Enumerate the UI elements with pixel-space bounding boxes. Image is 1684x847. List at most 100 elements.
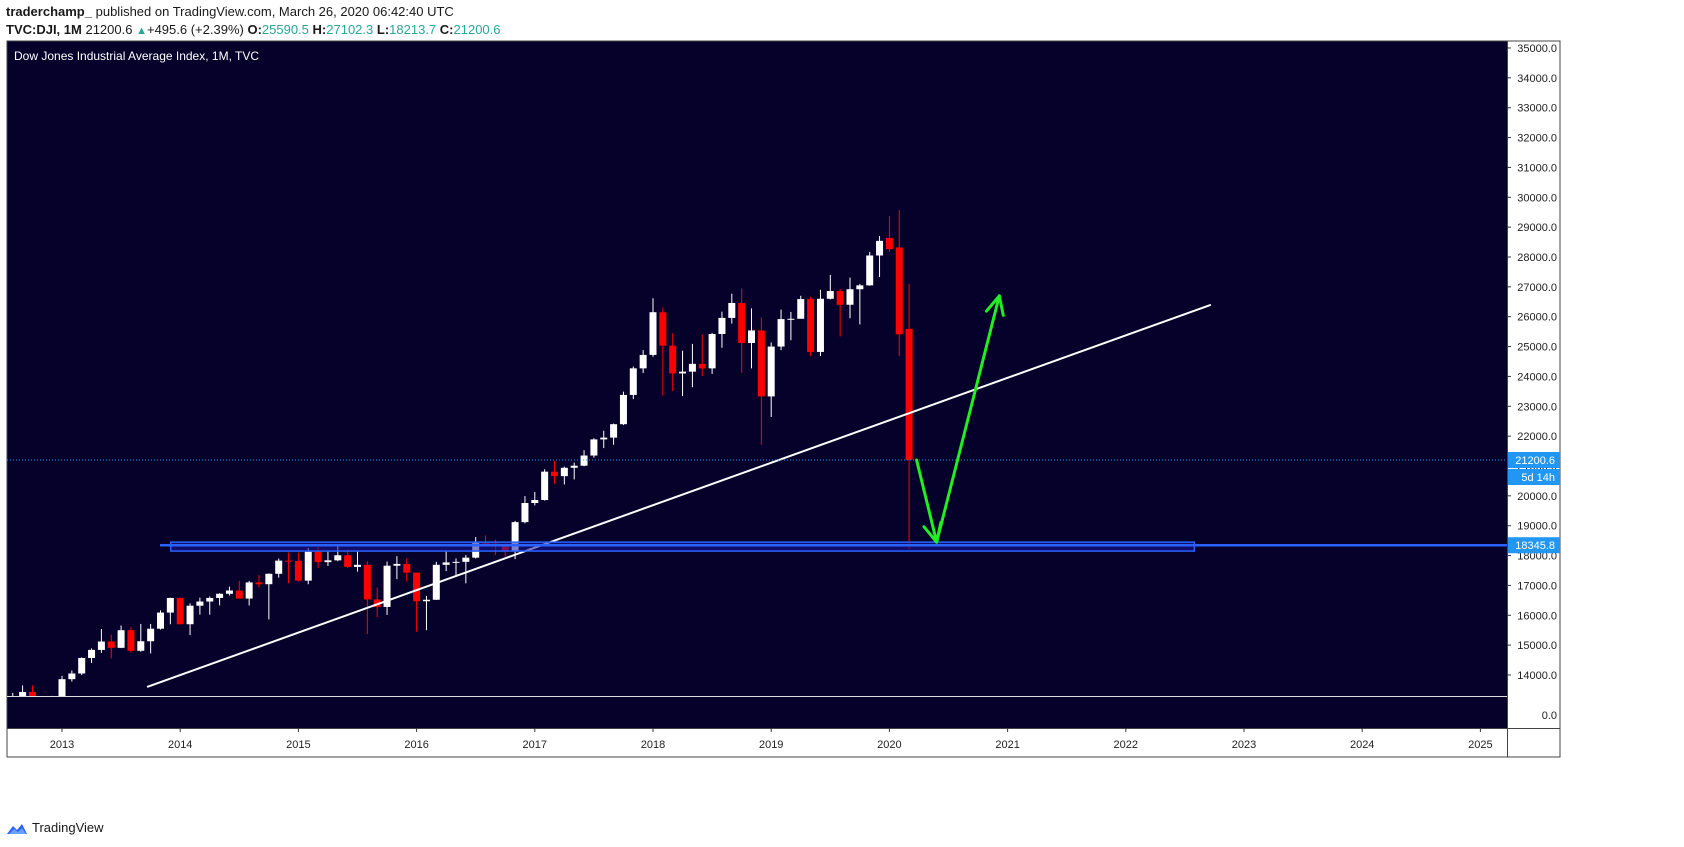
candle: [107, 634, 115, 659]
candle-body: [511, 522, 519, 552]
candle: [235, 580, 243, 599]
candle: [767, 342, 775, 418]
x-tick-label: 2017: [523, 739, 547, 751]
candle: [905, 283, 913, 550]
candle-body: [826, 291, 834, 299]
candle: [127, 627, 135, 653]
candle-body: [767, 346, 775, 397]
candle: [728, 293, 736, 324]
arrow-head: [984, 294, 1005, 317]
candle: [225, 586, 233, 596]
x-tick-label: 2025: [1468, 739, 1492, 751]
candle: [216, 593, 224, 606]
y-tick-label: 33000.0: [1517, 103, 1557, 115]
last-price-tag-bg: [1508, 451, 1560, 468]
candle-body: [176, 597, 184, 625]
candle-body: [452, 561, 460, 563]
candle: [679, 350, 687, 397]
support-price-tag: 18345.8: [1508, 537, 1560, 554]
y-tick-label: 25000.0: [1517, 342, 1557, 354]
x-tick-label: 2019: [759, 739, 783, 751]
candle-body: [462, 557, 470, 562]
candle: [560, 466, 568, 485]
candle: [718, 311, 726, 348]
candle: [866, 251, 874, 286]
candle-body: [354, 564, 361, 567]
candle-body: [422, 599, 430, 602]
y-tick-label: 31000.0: [1517, 162, 1557, 174]
y-tick-label: 34000.0: [1517, 73, 1557, 85]
candle-body: [206, 597, 214, 602]
candle: [196, 597, 204, 615]
candle-body: [68, 673, 76, 680]
candle-body: [738, 302, 746, 343]
close-label: C:: [439, 22, 454, 37]
y-tick-label: 14000.0: [1517, 670, 1557, 682]
y-tick-label: 27000.0: [1517, 282, 1557, 294]
candle: [265, 573, 273, 620]
candle: [846, 277, 854, 319]
last-price-tag-text: 21200.6: [1515, 455, 1555, 467]
y-tick-label: 26000.0: [1517, 312, 1557, 324]
candle: [580, 450, 588, 467]
candle-body: [157, 612, 164, 629]
candle: [157, 610, 164, 630]
candle: [669, 333, 677, 392]
candle-body: [58, 679, 66, 696]
candle-body: [88, 649, 96, 658]
candle-body: [265, 573, 273, 585]
candle-body: [225, 590, 233, 594]
x-tick-label: 2016: [404, 739, 428, 751]
y-tick-label: 23000.0: [1517, 401, 1557, 413]
x-tick-label: 2023: [1232, 739, 1256, 751]
y-tick-label: 17000.0: [1517, 580, 1557, 592]
candle-body: [560, 467, 568, 477]
candle-body: [294, 560, 302, 581]
candle-body: [708, 334, 716, 369]
candle: [12, 692, 14, 696]
x-tick-label: 2024: [1350, 739, 1374, 751]
candle: [166, 597, 174, 625]
x-tick-label: 2013: [50, 739, 74, 751]
low-value: 18213.7: [389, 22, 437, 37]
candle-body: [314, 551, 322, 563]
x-tick-label: 2018: [641, 739, 665, 751]
candle-body: [245, 582, 253, 599]
candle-body: [866, 255, 874, 286]
candle-body: [196, 601, 204, 606]
candle-body: [413, 572, 421, 602]
candle-body: [777, 319, 785, 347]
candle-body: [846, 289, 854, 305]
candle-body: [885, 237, 893, 250]
publish-info: traderchamp_ published on TradingView.co…: [6, 4, 454, 19]
candle: [462, 554, 470, 584]
candle-body: [698, 363, 706, 369]
x-tick-label: 2021: [995, 739, 1019, 751]
candle-body: [836, 291, 844, 305]
candle: [88, 648, 96, 664]
candle-body: [816, 298, 824, 352]
candle-body: [580, 455, 588, 466]
candle: [876, 236, 884, 277]
candle: [432, 561, 440, 601]
candle: [255, 574, 263, 588]
candle: [294, 552, 302, 582]
candle: [777, 309, 785, 351]
candle-body: [442, 562, 450, 565]
x-tick-label: 2015: [286, 739, 310, 751]
lower-pane-tick-label: 0.0: [1542, 710, 1557, 722]
publisher-name[interactable]: traderchamp_: [6, 4, 92, 19]
candle: [403, 558, 411, 582]
candle-body: [285, 560, 293, 562]
candle-body: [166, 597, 174, 613]
symbol-label: TVC:DJI, 1M: [6, 22, 82, 37]
candle: [895, 210, 903, 357]
up-triangle-icon: ▲: [136, 25, 147, 37]
countdown-tag-bg: [1508, 468, 1560, 485]
candle: [797, 295, 805, 319]
candle: [78, 657, 86, 675]
tradingview-footer[interactable]: TradingView: [6, 820, 104, 835]
candle: [748, 308, 755, 369]
candle-body: [797, 299, 805, 319]
